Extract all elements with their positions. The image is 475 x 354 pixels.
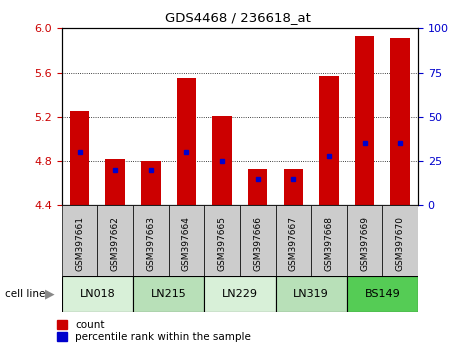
Text: GSM397663: GSM397663: [146, 216, 155, 271]
Text: LN018: LN018: [79, 289, 115, 299]
FancyBboxPatch shape: [311, 205, 347, 276]
Bar: [319, 76, 339, 205]
FancyBboxPatch shape: [204, 276, 276, 312]
Legend: count, percentile rank within the sample: count, percentile rank within the sample: [57, 320, 251, 342]
Text: GSM397662: GSM397662: [111, 216, 120, 271]
FancyBboxPatch shape: [347, 205, 382, 276]
Bar: [212, 116, 232, 205]
Bar: [248, 169, 267, 205]
Text: LN319: LN319: [293, 289, 329, 299]
FancyBboxPatch shape: [204, 205, 240, 276]
FancyBboxPatch shape: [133, 276, 204, 312]
Text: GSM397668: GSM397668: [324, 216, 333, 271]
FancyBboxPatch shape: [62, 276, 133, 312]
Bar: [390, 38, 410, 205]
Bar: [141, 161, 161, 205]
FancyBboxPatch shape: [276, 276, 347, 312]
Bar: [284, 169, 303, 205]
Bar: [105, 159, 125, 205]
Bar: [70, 111, 89, 205]
Text: LN215: LN215: [151, 289, 187, 299]
FancyBboxPatch shape: [169, 205, 204, 276]
Text: cell line: cell line: [5, 289, 45, 299]
Text: BS149: BS149: [364, 289, 400, 299]
FancyBboxPatch shape: [276, 205, 311, 276]
FancyBboxPatch shape: [62, 205, 97, 276]
FancyBboxPatch shape: [97, 205, 133, 276]
Text: GSM397670: GSM397670: [396, 216, 405, 271]
Text: GSM397664: GSM397664: [182, 216, 191, 271]
Text: GSM397661: GSM397661: [75, 216, 84, 271]
Bar: [177, 78, 196, 205]
Text: ▶: ▶: [45, 287, 55, 300]
Text: GDS4468 / 236618_at: GDS4468 / 236618_at: [164, 11, 311, 24]
Text: GSM397666: GSM397666: [253, 216, 262, 271]
Text: GSM397665: GSM397665: [218, 216, 227, 271]
Text: LN229: LN229: [222, 289, 258, 299]
FancyBboxPatch shape: [382, 205, 418, 276]
Text: GSM397667: GSM397667: [289, 216, 298, 271]
Text: GSM397669: GSM397669: [360, 216, 369, 271]
FancyBboxPatch shape: [240, 205, 276, 276]
Bar: [355, 36, 374, 205]
FancyBboxPatch shape: [133, 205, 169, 276]
FancyBboxPatch shape: [347, 276, 418, 312]
